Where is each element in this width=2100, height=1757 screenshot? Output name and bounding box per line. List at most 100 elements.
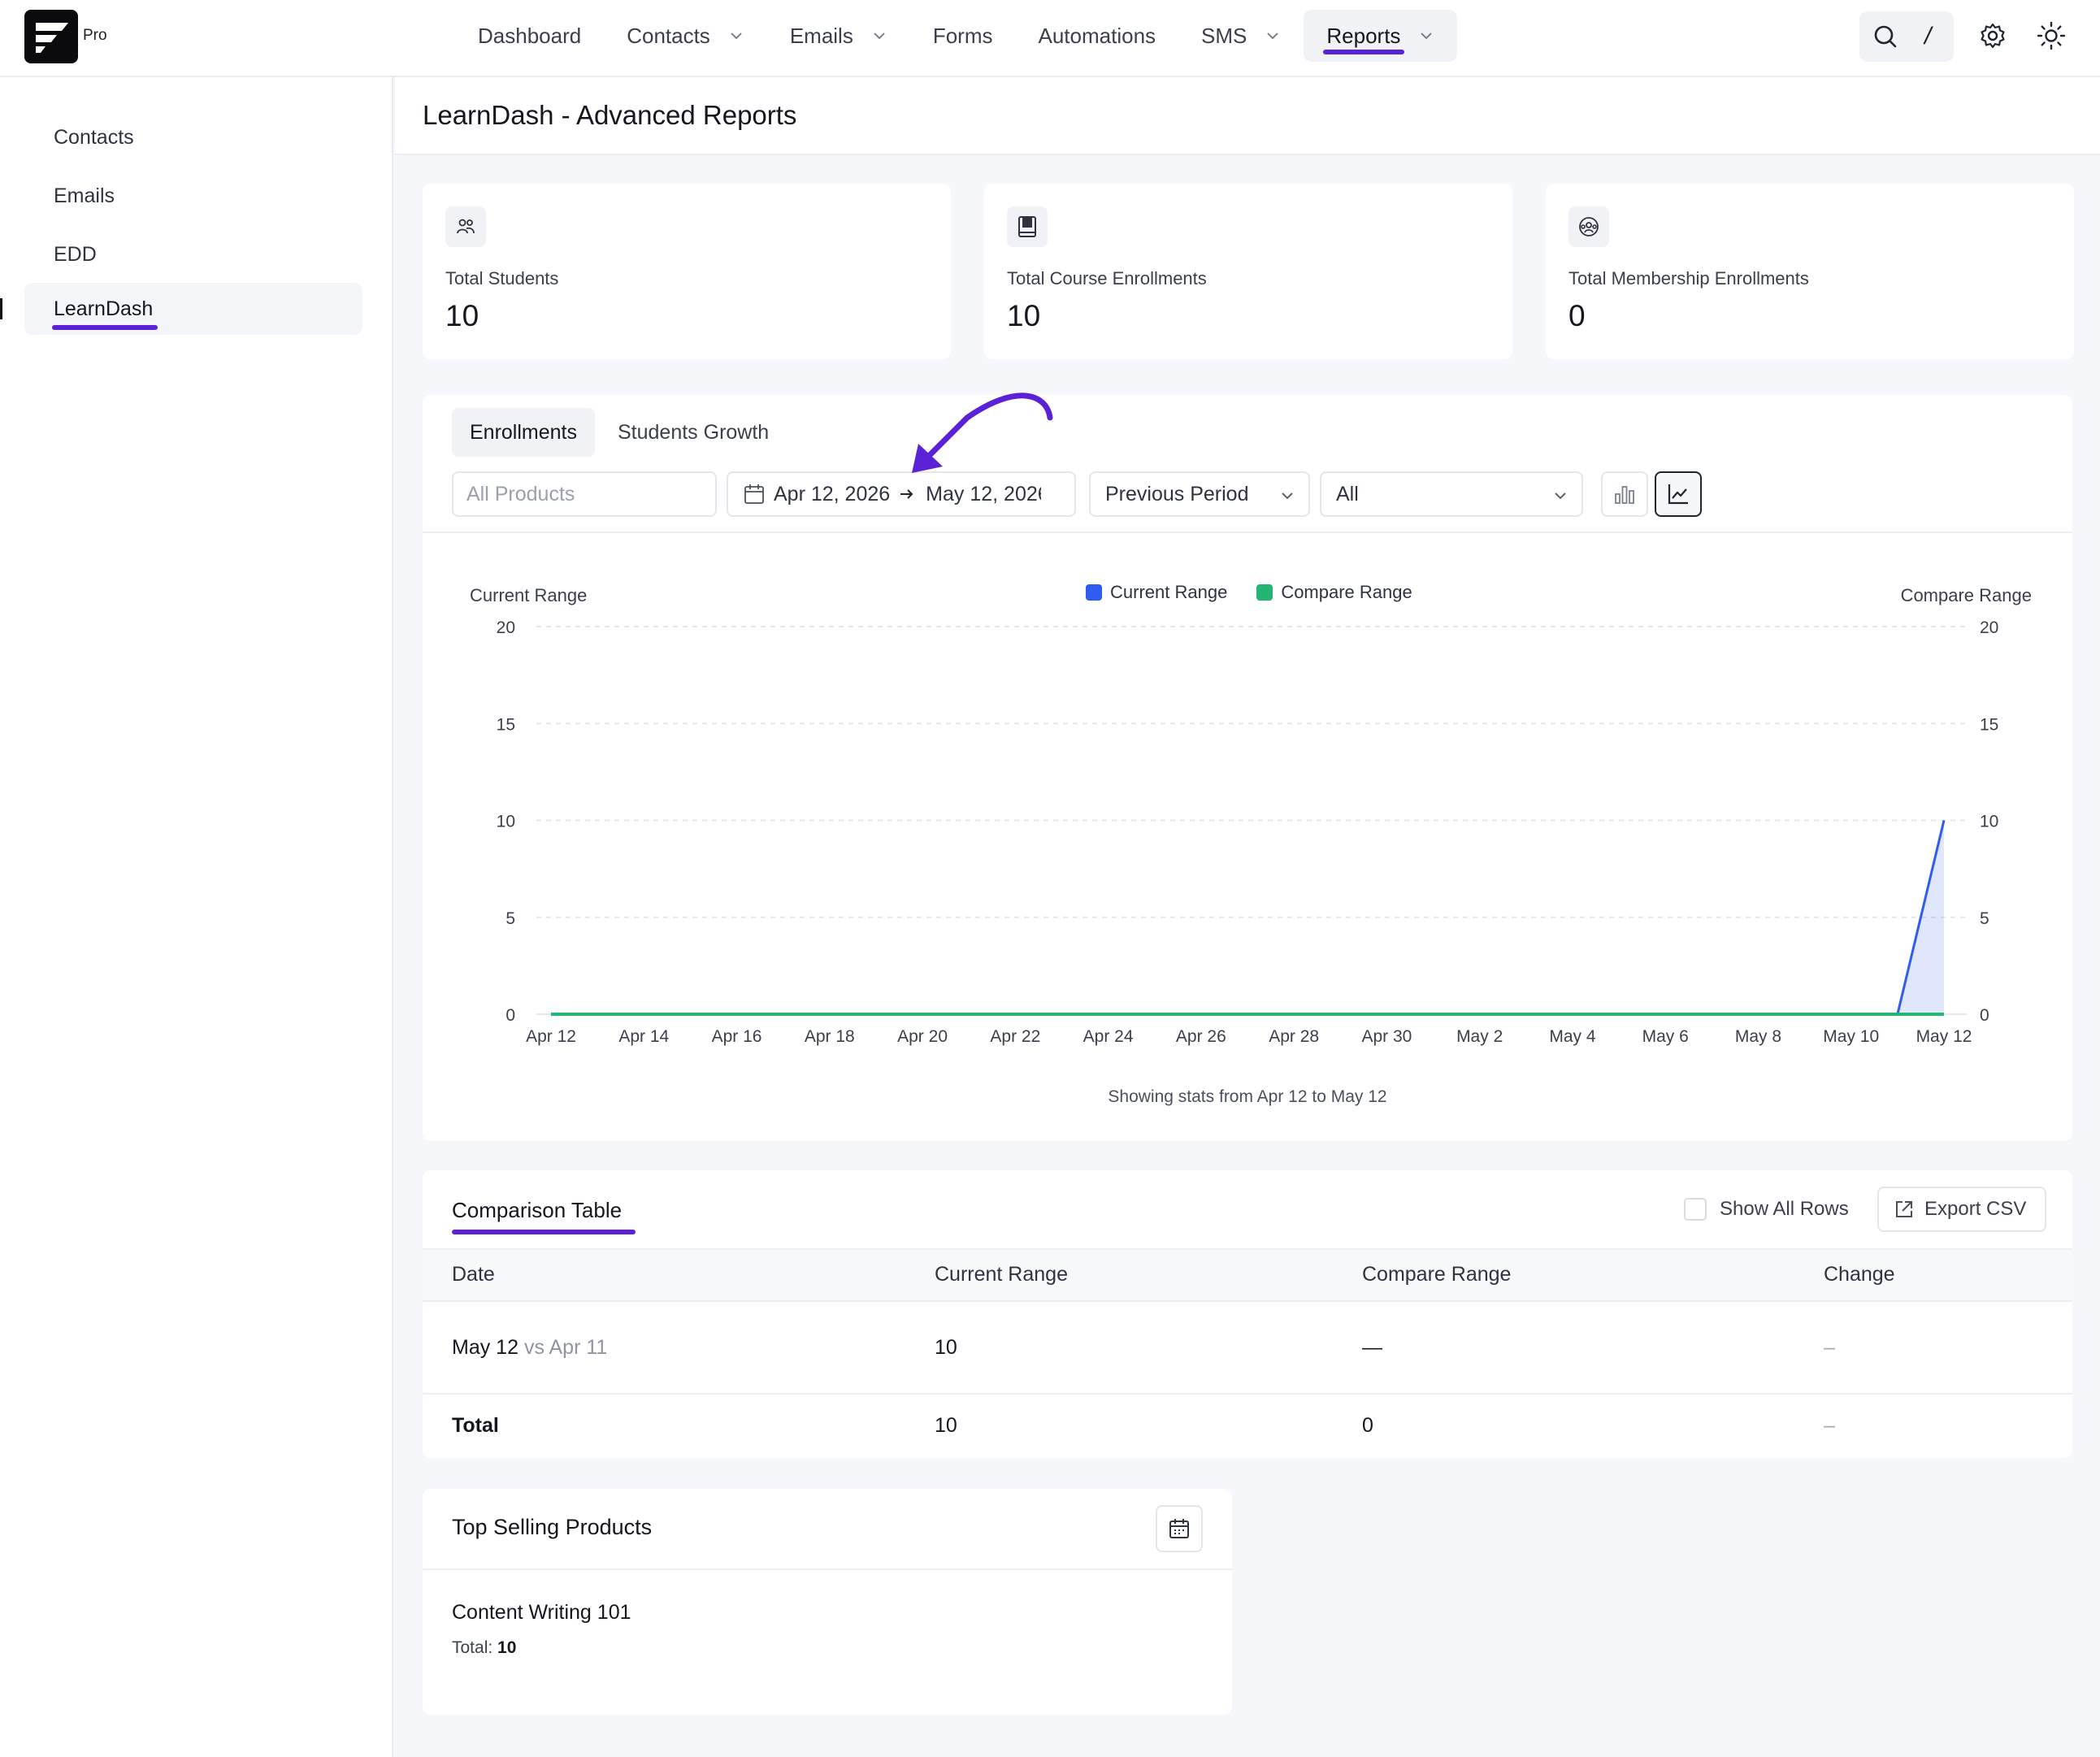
stat-label: Total Course Enrollments xyxy=(1007,268,1207,288)
users-icon xyxy=(445,206,486,247)
bar-chart-view-button[interactable] xyxy=(1601,471,1648,517)
app-logo[interactable] xyxy=(24,10,78,63)
nav-dashboard-label: Dashboard xyxy=(478,23,582,48)
product-name: Content Writing 101 xyxy=(452,1601,631,1624)
theme-toggle-sun-icon[interactable] xyxy=(2037,21,2066,50)
column-header-change[interactable]: Change xyxy=(1824,1263,1895,1286)
export-csv-label: Export CSV xyxy=(1924,1198,2027,1220)
line-chart-view-button[interactable] xyxy=(1655,471,1702,517)
page-title: LearnDash - Advanced Reports xyxy=(423,100,797,130)
date-range-start: Apr 12, 2026 xyxy=(774,482,891,505)
chevron-down-icon xyxy=(731,33,742,40)
nav-contacts[interactable]: Contacts xyxy=(604,10,767,62)
total-current-value: 10 xyxy=(935,1414,957,1437)
line-chart-icon xyxy=(1668,484,1688,505)
date-range-picker[interactable]: Apr 12, 2026 May 12, 2026 xyxy=(727,471,1076,517)
y-axis-right-title: Compare Range xyxy=(1900,585,2032,605)
total-change-value: – xyxy=(1824,1414,1835,1437)
top-selling-products-card: Top Selling Products Content Writing 101… xyxy=(423,1489,1232,1715)
sidebar-item-label: Contacts xyxy=(54,126,134,149)
chevron-down-icon xyxy=(1267,33,1279,40)
nav-automations[interactable]: Automations xyxy=(1016,10,1179,62)
stat-card-course-enrollments: Total Course Enrollments 10 xyxy=(984,184,1512,359)
x-tick-label: Apr 22 xyxy=(990,1027,1040,1046)
tab-students-growth[interactable]: Students Growth xyxy=(618,421,770,444)
y-tick-label-right: 0 xyxy=(1980,1006,1989,1025)
chevron-down-icon xyxy=(1555,492,1566,500)
table-header-row xyxy=(423,1248,2072,1302)
chevron-down-icon xyxy=(1421,33,1433,40)
stat-value: 10 xyxy=(1007,299,1041,332)
products-filter-placeholder: All Products xyxy=(466,482,575,505)
sidebar-item-label: LearnDash xyxy=(54,297,154,320)
x-tick-label: Apr 20 xyxy=(897,1027,948,1046)
nav-reports-label: Reports xyxy=(1326,23,1401,48)
report-tabs: Enrollments Students Growth xyxy=(452,408,792,457)
annotation-arrow-icon xyxy=(912,393,1053,473)
x-tick-label: May 10 xyxy=(1823,1027,1879,1046)
y-tick-label-right: 5 xyxy=(1980,909,1989,928)
calendar-icon xyxy=(744,484,764,504)
legend-swatch-compare xyxy=(1256,584,1273,601)
nav-dashboard[interactable]: Dashboard xyxy=(455,10,604,62)
column-header-compare-range[interactable]: Compare Range xyxy=(1362,1263,1512,1286)
search-button[interactable]: / xyxy=(1859,11,1954,62)
stat-label: Total Membership Enrollments xyxy=(1568,268,1809,288)
nav-forms-label: Forms xyxy=(932,23,993,48)
legend-current-label[interactable]: Current Range xyxy=(1110,582,1228,602)
comparison-title-underline xyxy=(452,1230,636,1234)
tab-enrollments[interactable]: Enrollments xyxy=(452,408,595,457)
y-tick-label-right: 15 xyxy=(1980,715,1998,734)
chart-legend: Current Range Compare Range xyxy=(1086,582,1412,603)
nav-emails-label: Emails xyxy=(789,23,853,48)
date-range-end: May 12, 2026 xyxy=(926,482,1042,505)
x-tick-label: Apr 16 xyxy=(712,1027,762,1046)
row-current-value: 10 xyxy=(935,1336,957,1359)
main-nav: Dashboard Contacts Emails Forms Automati… xyxy=(455,10,1458,63)
show-all-rows-toggle[interactable]: Show All Rows xyxy=(1684,1198,1849,1221)
series-line-current-range xyxy=(551,820,1946,1016)
column-header-current-range[interactable]: Current Range xyxy=(935,1263,1068,1286)
x-tick-label: Apr 28 xyxy=(1269,1027,1319,1046)
chevron-down-icon xyxy=(874,33,885,40)
logo-mark-icon xyxy=(36,23,68,53)
stat-value: 10 xyxy=(445,299,479,332)
bar-chart-icon xyxy=(1615,486,1634,504)
sidebar-item-contacts[interactable]: Contacts xyxy=(24,111,362,163)
row-divider xyxy=(423,1393,2072,1395)
x-tick-label: Apr 30 xyxy=(1361,1027,1412,1046)
x-tick-label: Apr 18 xyxy=(805,1027,855,1046)
nav-forms[interactable]: Forms xyxy=(910,10,1016,62)
sidebar-item-emails[interactable]: Emails xyxy=(24,170,362,222)
nav-sms[interactable]: SMS xyxy=(1178,10,1304,62)
export-csv-button[interactable]: Export CSV xyxy=(1877,1187,2046,1232)
compare-period-select[interactable]: Previous Period xyxy=(1089,471,1310,517)
enrollments-line-chart: 0 0 5 5 10 10 15 15 20 20 Apr 12 Apr 14 Apr 16 Apr 18… xyxy=(497,618,1999,1046)
nav-reports[interactable]: Reports xyxy=(1304,10,1458,62)
chart-footnote: Showing stats from Apr 12 to May 12 xyxy=(1108,1087,1387,1106)
sidebar-item-learndash[interactable]: LearnDash xyxy=(24,283,362,335)
x-tick-label: May 2 xyxy=(1456,1027,1503,1046)
arrow-right-icon xyxy=(900,489,913,499)
scope-select[interactable]: All xyxy=(1320,471,1583,517)
plan-badge: Pro xyxy=(83,27,107,44)
x-tick-label: May 8 xyxy=(1735,1027,1781,1046)
stat-value: 0 xyxy=(1568,299,1586,332)
row-date: May 12 xyxy=(452,1336,518,1359)
scope-value: All xyxy=(1336,482,1359,505)
sidebar-item-label: EDD xyxy=(54,243,97,266)
gear-icon[interactable] xyxy=(1978,21,2007,50)
stat-card-membership-enrollments: Total Membership Enrollments 0 xyxy=(1546,184,2074,359)
products-filter-input[interactable]: All Products xyxy=(452,471,717,517)
legend-compare-label[interactable]: Compare Range xyxy=(1281,582,1412,602)
nav-emails[interactable]: Emails xyxy=(767,10,910,62)
show-all-rows-checkbox[interactable] xyxy=(1684,1198,1707,1221)
nav-sms-label: SMS xyxy=(1201,23,1247,48)
products-date-button[interactable] xyxy=(1156,1505,1203,1552)
product-total-label: Total: xyxy=(452,1638,493,1657)
y-tick-label-left: 0 xyxy=(505,1006,515,1025)
total-compare-value: 0 xyxy=(1362,1414,1373,1437)
sidebar-item-edd[interactable]: EDD xyxy=(24,228,362,280)
products-divider xyxy=(423,1568,1232,1570)
column-header-date[interactable]: Date xyxy=(452,1263,495,1286)
